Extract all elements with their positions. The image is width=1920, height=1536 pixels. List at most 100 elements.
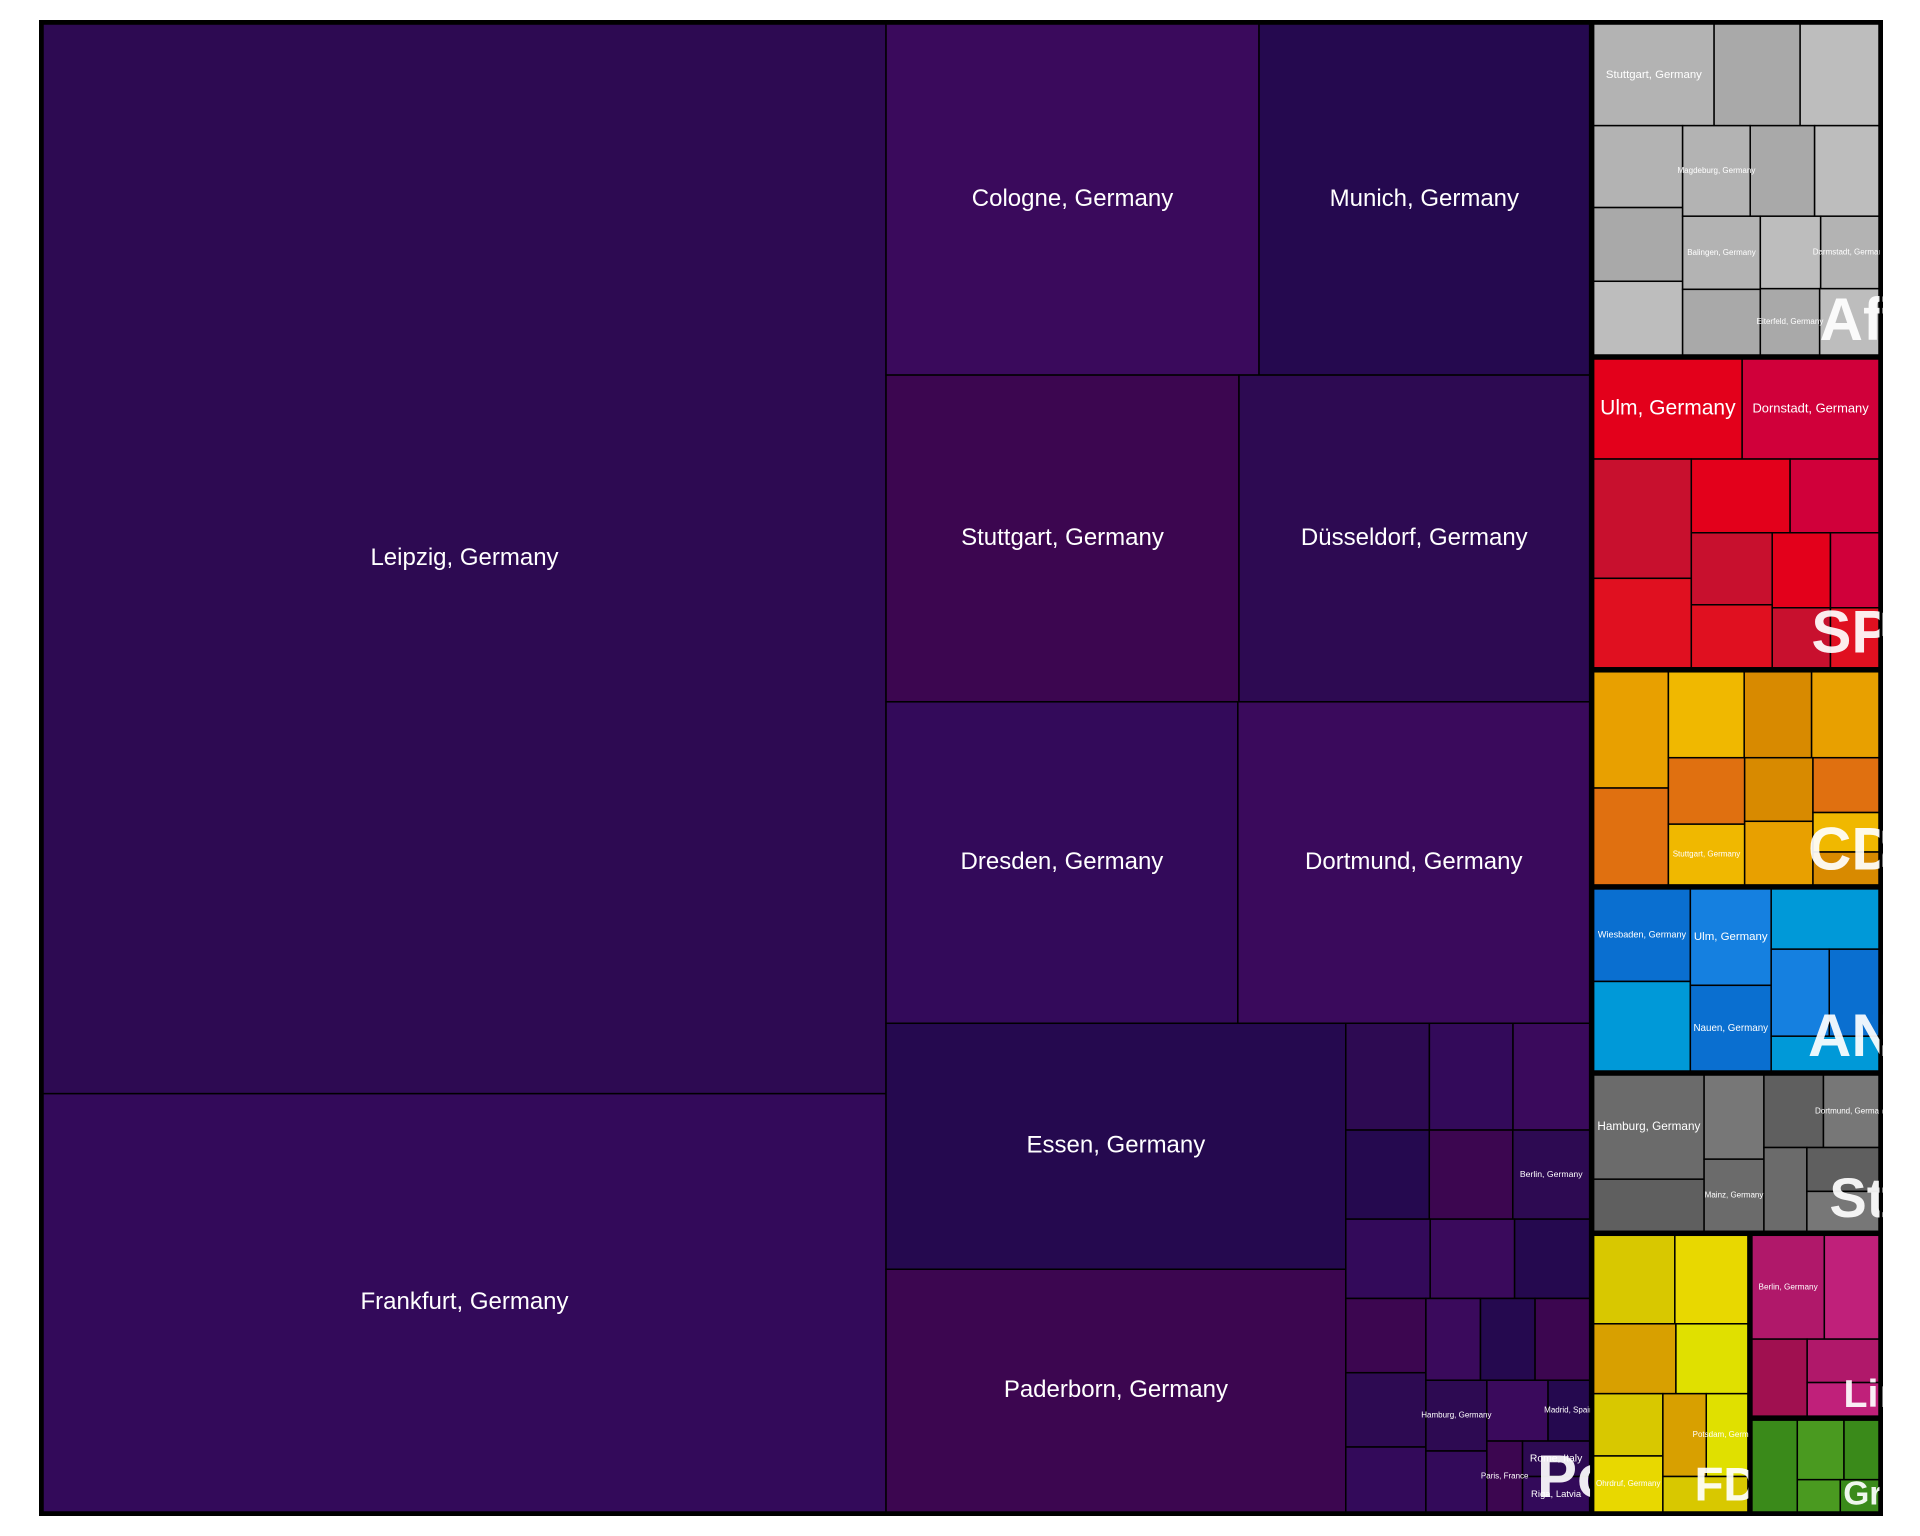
leaf <box>1428 1022 1514 1131</box>
leaf-label: Dortmund, Germany <box>1815 1106 1887 1115</box>
leaf <box>1689 984 1772 1072</box>
leaf-label: Nauen, Germany <box>1693 1023 1768 1034</box>
leaf <box>885 1022 1347 1270</box>
leaf <box>1741 358 1880 460</box>
group-label: SPD <box>1811 599 1920 666</box>
leaf-label: Stuttgart, Germany <box>961 524 1164 551</box>
leaf <box>1703 1074 1765 1160</box>
leaf <box>1486 1379 1549 1442</box>
leaf-label: Berlin, Germany <box>1759 1282 1819 1291</box>
leaf <box>1759 215 1822 290</box>
leaf-label: Hamburg, Germany <box>1421 1411 1491 1420</box>
leaf <box>1258 23 1591 376</box>
group-label: AND <box>1808 1002 1920 1069</box>
leaf <box>1681 215 1762 291</box>
leaf <box>1345 1022 1431 1131</box>
leaf-label: Stuttgart, Germany <box>1606 69 1702 81</box>
leaf <box>42 1092 887 1513</box>
leaf-label: Mainz, Germany <box>1705 1190 1764 1199</box>
leaf <box>1743 756 1814 823</box>
group-border <box>1748 1416 1883 1516</box>
leaf-label: Paris, France <box>1481 1472 1529 1481</box>
leaf <box>1592 280 1684 356</box>
leaf <box>1345 1446 1427 1513</box>
leaf <box>1521 1475 1591 1513</box>
leaf-label: Madrid, Spain <box>1544 1406 1593 1415</box>
leaf-label: Frankfurt, Germany <box>360 1288 568 1315</box>
leaf <box>1771 532 1832 609</box>
leaf <box>1806 1338 1880 1384</box>
leaf <box>1829 607 1880 669</box>
leaf <box>1713 23 1801 127</box>
leaf <box>885 1268 1347 1513</box>
leaf <box>1592 1323 1677 1395</box>
leaf <box>1667 671 1745 759</box>
leaf <box>1592 23 1715 127</box>
leaf <box>1429 1218 1516 1300</box>
leaf <box>1425 1450 1488 1513</box>
leaf-label: Ohrdruf, Germany <box>1596 1479 1660 1488</box>
leaf <box>1806 1381 1880 1417</box>
leaf <box>1592 458 1693 580</box>
leaf <box>1743 671 1813 759</box>
leaf-label: Dortmund, Germany <box>1305 848 1522 875</box>
leaf <box>1681 124 1751 217</box>
leaf <box>1345 1218 1431 1300</box>
leaf-label: Riga, Latvia <box>1531 1489 1582 1500</box>
leaf <box>1675 1323 1749 1395</box>
leaf <box>1667 756 1746 825</box>
leaf <box>1592 577 1693 669</box>
leaf <box>1592 1234 1676 1325</box>
leaf <box>1829 532 1880 609</box>
leaf <box>1662 1392 1708 1478</box>
group-label: Lin <box>1844 1372 1903 1416</box>
leaf-label: Wiesbaden, Germany <box>1598 930 1687 940</box>
group-label: CDU <box>1808 816 1920 883</box>
leaf <box>1238 374 1591 703</box>
leaf <box>1345 1129 1431 1220</box>
leaf <box>1521 1440 1591 1478</box>
leaf <box>1345 1297 1427 1374</box>
leaf <box>1770 1035 1880 1072</box>
leaf <box>1796 1419 1845 1481</box>
leaf <box>1592 206 1684 283</box>
leaf <box>1345 1371 1427 1448</box>
leaf <box>885 23 1260 376</box>
leaf <box>1592 1178 1705 1233</box>
leaf <box>885 701 1239 1025</box>
leaf-label: Dornstadt, Germany <box>1752 400 1869 415</box>
leaf <box>1812 851 1880 886</box>
leaf <box>1681 288 1762 356</box>
leaf <box>1810 671 1880 759</box>
leaf <box>1743 820 1814 886</box>
group-label: AfD <box>1820 286 1920 353</box>
leaf <box>1534 1297 1591 1381</box>
leaf <box>1592 787 1670 886</box>
group-label: Sta <box>1829 1166 1917 1229</box>
leaf <box>1818 287 1880 356</box>
leaf <box>1428 1129 1514 1220</box>
leaf <box>1486 1440 1524 1513</box>
leaf <box>1690 604 1773 669</box>
leaf <box>1479 1297 1536 1381</box>
leaf <box>1751 1338 1808 1417</box>
leaf <box>1828 948 1880 1037</box>
leaf <box>1592 124 1684 209</box>
leaf <box>1806 1190 1880 1233</box>
leaf-label: Stuttgart, Germany <box>1673 850 1741 859</box>
leaf-label: Ulm, Germany <box>1694 931 1768 943</box>
leaf <box>1770 888 1880 950</box>
leaf-label: Potsdam, Germany <box>1693 1430 1762 1439</box>
leaf <box>1812 811 1880 853</box>
leaf <box>1592 671 1670 789</box>
leaf <box>1592 980 1692 1072</box>
leaf-label: Paderborn, Germany <box>1004 1376 1228 1403</box>
leaf-label: Leipzig, Germany <box>370 544 558 571</box>
leaf <box>1751 1234 1826 1340</box>
leaf <box>1839 1478 1880 1513</box>
leaf <box>1819 215 1880 290</box>
leaf <box>1690 532 1773 606</box>
leaf <box>1512 1022 1591 1131</box>
leaf <box>1425 1297 1482 1381</box>
